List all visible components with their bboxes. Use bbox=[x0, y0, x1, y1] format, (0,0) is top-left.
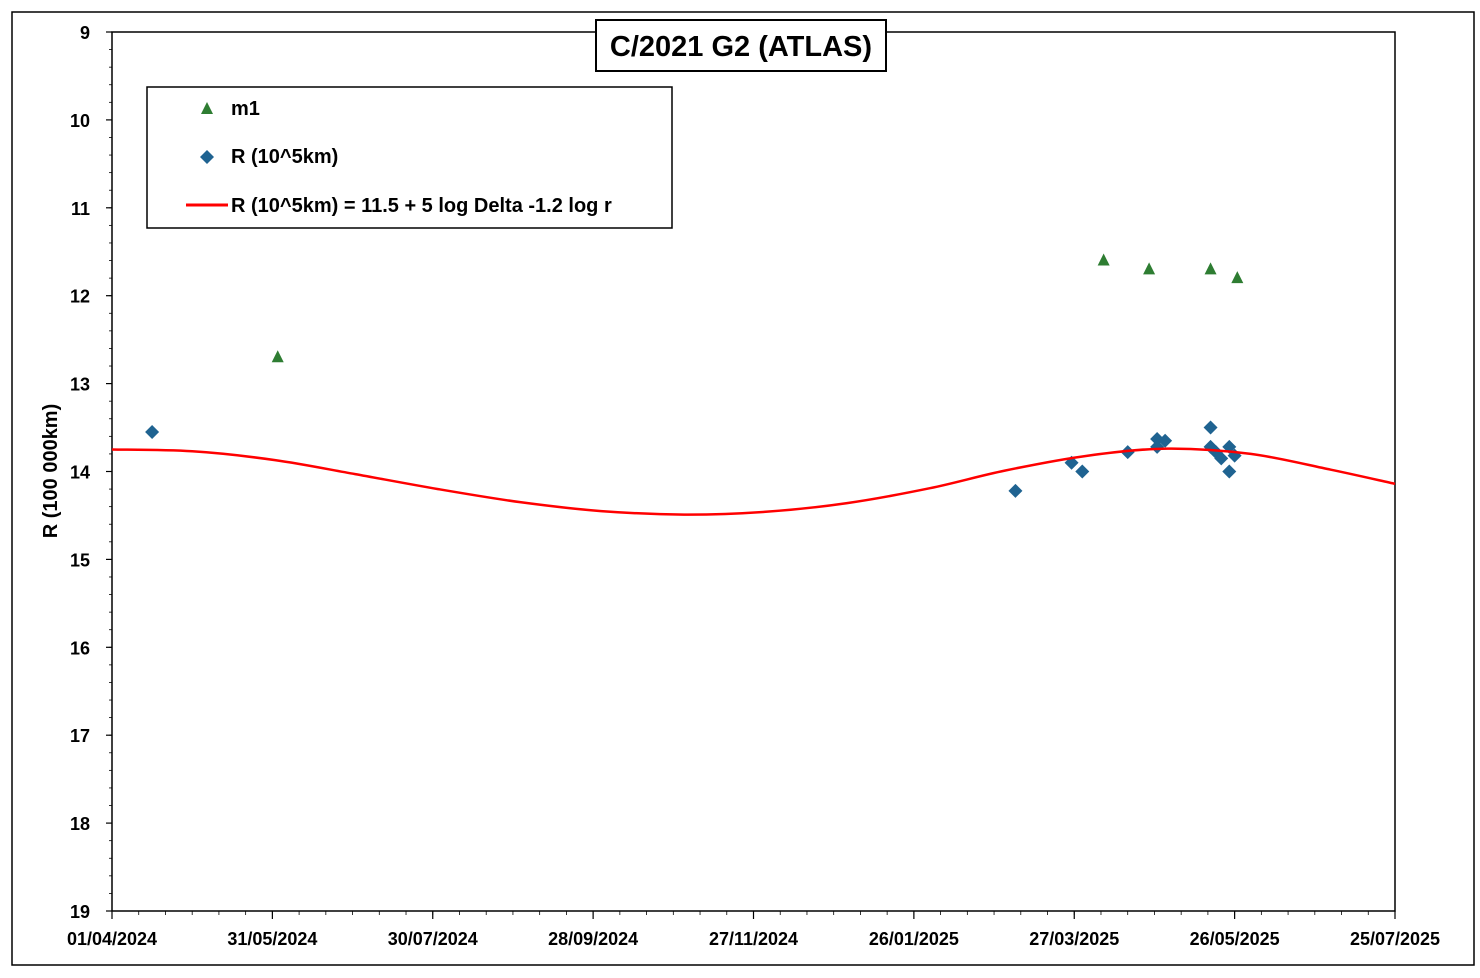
x-tick-label: 30/07/2024 bbox=[388, 929, 478, 949]
y-tick-label: 14 bbox=[70, 463, 90, 483]
axes-layer: 9 10 11 12 13 14 15 16 17 18 19 01/04/2024 31/05/202… bbox=[67, 23, 1440, 949]
legend-item-r: R (10^5km) bbox=[200, 146, 338, 168]
chart-title: C/2021 G2 (ATLAS) bbox=[610, 31, 872, 63]
legend-label-m1: m1 bbox=[231, 98, 260, 120]
x-tick-label: 25/07/2025 bbox=[1350, 929, 1440, 949]
legend-item-fit: R (10^5km) = 11.5 + 5 log Delta -1.2 log… bbox=[186, 195, 612, 217]
y-tick-label: 9 bbox=[80, 23, 90, 43]
data-point-r bbox=[1158, 433, 1173, 448]
data-point-r bbox=[1008, 483, 1023, 498]
x-tick-label: 27/11/2024 bbox=[709, 929, 798, 949]
x-tick-label: 28/09/2024 bbox=[548, 929, 638, 949]
legend-label-fit: R (10^5km) = 11.5 + 5 log Delta -1.2 log… bbox=[231, 195, 612, 217]
legend-diamond-icon bbox=[200, 150, 214, 164]
y-axis-label: R (100 000km) bbox=[40, 404, 62, 539]
y-tick-label: 19 bbox=[70, 902, 90, 922]
data-point-r bbox=[1214, 451, 1229, 466]
x-tick-label: 26/01/2025 bbox=[869, 929, 959, 949]
y-tick-label: 11 bbox=[71, 199, 90, 219]
legend-triangle-icon bbox=[201, 102, 213, 114]
x-tick-label: 27/03/2025 bbox=[1029, 929, 1119, 949]
legend: m1 R (10^5km) R (10^5km) = 11.5 + 5 log … bbox=[146, 86, 673, 229]
data-point-r bbox=[1075, 464, 1090, 479]
data-point-m1 bbox=[1231, 271, 1244, 284]
x-tick-label: 26/05/2025 bbox=[1190, 929, 1280, 949]
y-tick-label: 10 bbox=[70, 111, 90, 131]
legend-item-m1: m1 bbox=[201, 98, 260, 120]
chart-title-box bbox=[595, 19, 887, 72]
data-point-m1 bbox=[1143, 262, 1156, 275]
legend-label-r: R (10^5km) bbox=[231, 146, 338, 168]
plot-layer bbox=[111, 253, 1396, 516]
y-tick-label: 13 bbox=[70, 375, 90, 395]
data-point-m1 bbox=[1097, 253, 1110, 266]
data-point-r bbox=[1150, 439, 1165, 454]
legend-box bbox=[146, 86, 673, 229]
y-tick-label: 12 bbox=[70, 287, 90, 307]
x-tick-label: 01/04/2024 bbox=[67, 929, 157, 949]
fit-line-series bbox=[111, 447, 1396, 516]
data-point-r bbox=[1203, 420, 1218, 435]
data-point-m1 bbox=[1204, 262, 1217, 275]
data-point-m1 bbox=[271, 350, 284, 363]
chart-title-group: C/2021 G2 (ATLAS) bbox=[595, 19, 887, 72]
y-tick-label: 16 bbox=[70, 638, 90, 658]
y-tick-label: 15 bbox=[70, 550, 90, 570]
x-tick-label: 31/05/2024 bbox=[227, 929, 317, 949]
data-point-r bbox=[1222, 464, 1237, 479]
data-point-r bbox=[145, 424, 160, 439]
y-tick-label: 18 bbox=[70, 814, 90, 834]
y-tick-label: 17 bbox=[70, 726, 90, 746]
